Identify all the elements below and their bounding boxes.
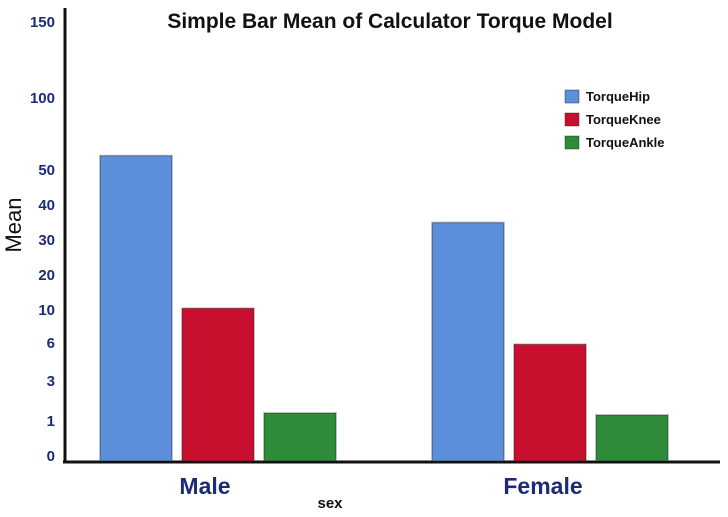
- legend-label-torqueknee: TorqueKnee: [586, 112, 661, 127]
- bar-torquehip-female: [431, 221, 505, 462]
- x-axis-label: sex: [317, 495, 343, 512]
- y-tick-label: 6: [47, 335, 55, 352]
- bar-torqueankle-female: [595, 414, 669, 462]
- y-tick-label: 20: [38, 267, 55, 284]
- legend-swatch-torqueknee: [564, 112, 580, 127]
- bar-torquehip-male: [99, 154, 173, 462]
- y-tick-label: 1: [47, 413, 55, 430]
- bar-torqueknee-male: [181, 307, 255, 462]
- category-labels: Male Female: [179, 473, 582, 499]
- y-tick-label: 50: [38, 162, 55, 179]
- chart-title: Simple Bar Mean of Calculator Torque Mod…: [167, 10, 612, 33]
- y-axis-label: Mean: [1, 197, 26, 252]
- y-tick-label: 10: [38, 302, 55, 319]
- bars: [99, 154, 669, 462]
- category-label-male: Male: [179, 473, 230, 499]
- legend-swatch-torquehip: [564, 89, 580, 104]
- y-tick-label: 100: [30, 90, 55, 107]
- y-tick-label: 0: [47, 448, 55, 465]
- bar-torqueankle-male: [263, 412, 337, 462]
- y-tick-label: 3: [47, 373, 55, 390]
- y-tick-labels: 0 1 3 6 10 20 30 40 50 100 150: [30, 14, 55, 465]
- legend-swatch-torqueankle: [564, 135, 580, 150]
- y-tick-label: 150: [30, 14, 55, 31]
- category-label-female: Female: [503, 473, 582, 499]
- bar-torqueknee-female: [513, 343, 587, 462]
- legend-label-torqueankle: TorqueAnkle: [586, 135, 665, 150]
- legend-label-torquehip: TorqueHip: [586, 89, 650, 104]
- y-tick-label: 30: [38, 232, 55, 249]
- legend: TorqueHip TorqueKnee TorqueAnkle: [564, 89, 665, 150]
- y-tick-label: 40: [38, 197, 55, 214]
